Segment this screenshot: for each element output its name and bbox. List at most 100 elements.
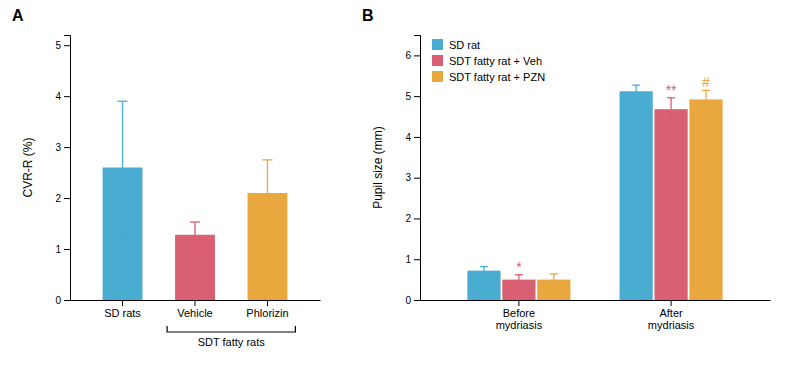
y-tick-mark	[414, 259, 420, 260]
error-bar	[262, 160, 272, 226]
panel: 0 1 2 3 4 5 SD rats Vehicle Phlorizin SDT fatty r…	[12, 7, 321, 348]
legend-item: SDT fatty rat + PZN	[432, 71, 545, 83]
y-tick-label: 6	[405, 50, 411, 61]
error-bar-stem	[518, 275, 519, 285]
error-bar-stem	[670, 98, 671, 121]
y-tick-mark	[64, 147, 70, 148]
error-bar	[667, 98, 675, 121]
y-tick: 1	[55, 244, 70, 255]
y-tick-label: 2	[405, 213, 411, 224]
y-tick-label: 4	[55, 91, 61, 102]
x-tick-mark	[195, 300, 196, 306]
legend-label: SD rat	[449, 39, 480, 51]
marks	[103, 101, 288, 300]
error-bar-cap	[515, 284, 523, 285]
error-bar-cap	[480, 266, 488, 267]
bar	[689, 99, 722, 300]
y-tick-mark	[414, 137, 420, 138]
y-tick-label: 3	[405, 172, 411, 183]
error-bar	[190, 222, 200, 247]
annotation: #	[702, 74, 710, 90]
y-tick: 4	[55, 91, 70, 102]
y-tick-mark	[64, 45, 70, 46]
y-tick-label: 0	[405, 295, 411, 306]
annotation: *	[516, 259, 522, 275]
y-tick-label: 2	[55, 193, 61, 204]
x-tick-mark	[518, 300, 519, 306]
error-bar	[550, 274, 558, 285]
x-tick-label-line: After	[659, 307, 683, 319]
bar	[467, 271, 500, 300]
legend: SD rat SDT fatty rat + Veh SDT fatty rat +…	[432, 39, 545, 83]
y-tick-label: 1	[405, 254, 411, 265]
y-tick-mark	[414, 218, 420, 219]
error-bar-cap	[667, 120, 675, 121]
error-bar-cap	[480, 274, 488, 275]
error-bar-cap	[702, 108, 710, 109]
chart-container: 0 1 2 3 4 5 SD rats Vehicle Phlorizin SDT fatty r…	[0, 0, 800, 379]
x-tick: Phlorizin	[246, 300, 288, 319]
annotation: **	[666, 82, 677, 98]
x-tick-mark	[122, 300, 123, 306]
error-bar-stem	[553, 274, 554, 285]
legend-swatch	[432, 55, 443, 66]
legend-swatch	[432, 39, 443, 50]
y-tick: 5	[55, 40, 70, 51]
x-tick: Beforemydriasis	[496, 300, 543, 331]
y-tick-mark	[64, 249, 70, 250]
series	[467, 85, 652, 300]
y-tick-mark	[414, 178, 420, 179]
x-axis: Beforemydriasis Aftermydriasis	[421, 300, 771, 331]
y-axis-title: CVR-R (%)	[21, 138, 35, 198]
error-bar	[632, 85, 640, 97]
y-tick-label: 3	[55, 142, 61, 153]
y-tick-mark	[414, 300, 420, 301]
error-bar-stem	[122, 101, 123, 234]
y-axis-line	[414, 36, 421, 301]
legend-item: SDT fatty rat + Veh	[432, 55, 542, 67]
y-tick: 2	[55, 193, 70, 204]
error-bar-cap	[190, 247, 200, 248]
error-bar-stem	[705, 90, 706, 108]
y-tick: 1	[405, 254, 420, 265]
legend-label: SDT fatty rat + Veh	[449, 55, 542, 67]
legend-label: SDT fatty rat + PZN	[449, 71, 545, 83]
y-tick-label: 4	[405, 132, 411, 143]
y-axis: 0 1 2 3 4 5	[55, 36, 70, 306]
y-tick-mark	[64, 198, 70, 199]
y-tick-label: 1	[55, 244, 61, 255]
x-tick: Vehicle	[177, 300, 212, 319]
y-tick: 3	[55, 142, 70, 153]
x-tick-mark	[671, 300, 672, 306]
y-tick: 2	[405, 213, 420, 224]
y-tick-mark	[414, 96, 420, 97]
legend-item: SD rat	[432, 39, 480, 51]
error-bar-stem	[267, 160, 268, 226]
y-tick-label: 5	[405, 91, 411, 102]
error-bar	[118, 101, 128, 234]
y-tick: 4	[405, 132, 420, 143]
x-tick: SD rats	[104, 300, 141, 319]
error-bar-cap	[118, 101, 128, 102]
chart-svg: 0 1 2 3 4 5 SD rats Vehicle Phlorizin SDT fatty r…	[0, 0, 800, 379]
error-bar-cap	[632, 84, 640, 85]
error-bar	[480, 267, 488, 275]
y-tick-label: 5	[55, 40, 61, 51]
x-tick: Aftermydriasis	[648, 300, 695, 331]
y-tick: 0	[55, 295, 70, 306]
y-tick: 3	[405, 172, 420, 183]
x-tick-label: Vehicle	[177, 307, 212, 319]
error-bar	[515, 275, 523, 285]
x-tick-label-line: Before	[503, 307, 535, 319]
x-tick-label: SD rats	[104, 307, 141, 319]
y-tick-label: 0	[55, 295, 61, 306]
bracket-label: SDT fatty rats	[198, 336, 266, 348]
y-axis-title: Pupil size (mm)	[371, 126, 385, 209]
bar	[654, 109, 687, 300]
bracket	[167, 326, 295, 332]
series	[537, 90, 722, 300]
error-bar-cap	[118, 233, 128, 234]
y-tick-mark	[414, 55, 420, 56]
error-bar-cap	[262, 159, 272, 160]
error-bar-cap	[190, 221, 200, 222]
